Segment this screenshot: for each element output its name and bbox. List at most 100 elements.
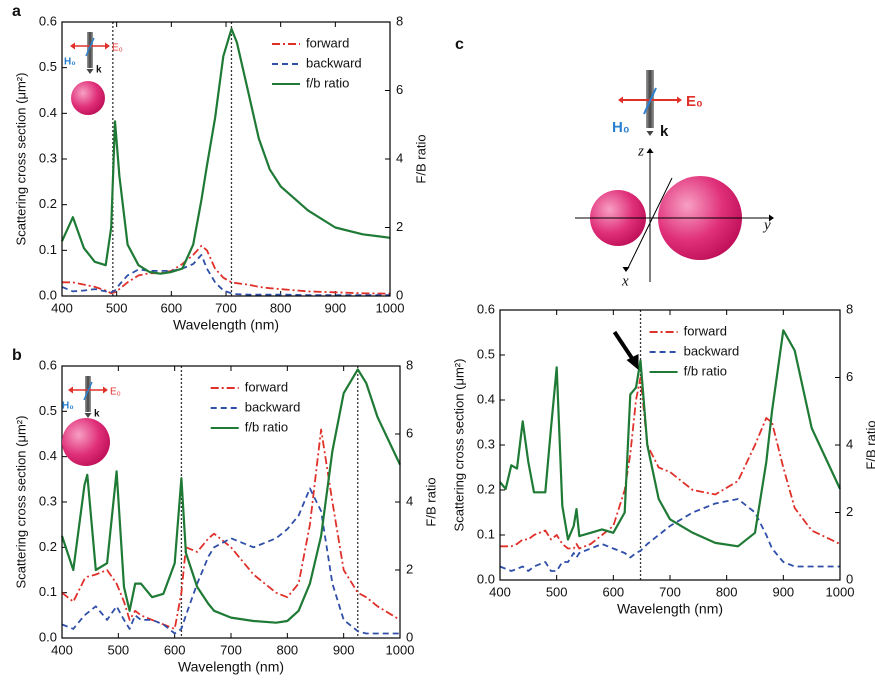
series-line [61, 428, 401, 630]
x-axis-label: Wavelength (nm) [178, 659, 284, 675]
y-tick-label: 0.2 [39, 196, 57, 211]
sphere [71, 81, 105, 115]
y-tick-label: 0.5 [477, 346, 495, 361]
e-label: E₀ [110, 387, 121, 398]
y2-tick-label: 6 [406, 425, 413, 440]
x-tick-label: 900 [772, 584, 794, 599]
h-label: H₀ [62, 401, 74, 412]
legend-label: forward [245, 379, 288, 394]
y-tick-label: 0.2 [39, 539, 57, 554]
x-axis-label: Wavelength (nm) [173, 317, 279, 333]
y-tick-label: 0.5 [39, 59, 57, 74]
y-tick-label: 0.1 [39, 242, 57, 257]
axis-arrowhead [622, 267, 630, 272]
y2-tick-label: 4 [846, 436, 853, 451]
panel-label: c [455, 36, 464, 53]
z-label: z [637, 143, 644, 159]
e-arrowhead [105, 42, 110, 50]
x-tick-label: 600 [602, 584, 624, 599]
y-axis-label: Scattering cross section (μm²) [13, 416, 28, 589]
x-tick-label: 500 [106, 300, 128, 315]
y-axis-label: Scattering cross section (μm²) [13, 73, 28, 246]
y-tick-label: 0.0 [477, 571, 495, 586]
legend-label: f/b ratio [245, 419, 288, 434]
x-tick-label: 900 [333, 642, 355, 657]
x-tick-label: 800 [270, 300, 292, 315]
y-tick-label: 0.0 [39, 287, 57, 302]
e-label: E₀ [112, 43, 123, 54]
x-axis [627, 177, 673, 269]
h-field-arrow [643, 87, 657, 115]
y2-tick-label: 2 [396, 219, 403, 234]
y-tick-label: 0.3 [39, 150, 57, 165]
y2-tick-label: 8 [846, 301, 853, 316]
y2-axis-label: F/B ratio [863, 420, 875, 469]
x-tick-label: 400 [51, 300, 73, 315]
plot-frame [61, 21, 391, 297]
x-tick-label: 600 [164, 642, 186, 657]
x-tick-label: 1000 [376, 300, 405, 315]
x-tick-label: 700 [220, 642, 242, 657]
y2-tick-label: 4 [396, 150, 403, 165]
h-label: H₀ [612, 119, 630, 136]
k-arrowhead [86, 69, 94, 74]
series-line [500, 376, 841, 550]
y2-axis-label: F/B ratio [413, 134, 428, 183]
x-tick-label: 600 [160, 300, 182, 315]
k-arrowhead [84, 413, 92, 418]
y-tick-label: 0.1 [477, 526, 495, 541]
x-tick-label: 800 [716, 584, 738, 599]
k-label: k [94, 409, 100, 420]
legend-label: backward [306, 55, 362, 70]
x-tick-label: 700 [215, 300, 237, 315]
x-tick-label: 900 [324, 300, 346, 315]
y-tick-label: 0.2 [477, 481, 495, 496]
series-line [62, 244, 391, 295]
y-tick-label: 0.4 [39, 448, 57, 463]
legend-label: f/b ratio [684, 363, 727, 378]
y2-axis-label: F/B ratio [423, 477, 438, 526]
y-tick-label: 0.6 [477, 301, 495, 316]
y2-tick-label: 6 [396, 82, 403, 97]
series-line [60, 27, 391, 275]
x-tick-label: 1000 [386, 642, 415, 657]
pointer-arrow [612, 330, 637, 364]
e-label: E₀ [686, 93, 703, 110]
legend-label: forward [306, 35, 349, 50]
k-vector [85, 376, 91, 412]
x-label: x [621, 273, 629, 289]
y-tick-label: 0.6 [39, 13, 57, 28]
x-tick-label: 1000 [826, 584, 855, 599]
legend-label: forward [684, 323, 727, 338]
y-tick-label: 0.3 [477, 436, 495, 451]
y-label: y [762, 217, 771, 233]
y2-tick-label: 6 [846, 369, 853, 384]
x-tick-label: 500 [546, 584, 568, 599]
plot-frame [499, 309, 841, 581]
series-line [499, 329, 841, 548]
y2-tick-label: 0 [846, 571, 853, 586]
x-tick-label: 500 [107, 642, 129, 657]
x-tick-label: 700 [659, 584, 681, 599]
legend-label: f/b ratio [306, 75, 349, 90]
y2-tick-label: 2 [846, 504, 853, 519]
series-line [61, 254, 390, 296]
k-label: k [96, 65, 102, 76]
x-tick-label: 800 [276, 642, 298, 657]
y-tick-label: 0.3 [39, 493, 57, 508]
y-tick-label: 0.4 [477, 391, 495, 406]
y-tick-label: 0.4 [39, 105, 57, 120]
e-arrowhead [68, 386, 73, 394]
sphere [62, 418, 110, 466]
y2-tick-label: 8 [406, 357, 413, 372]
e-arrowhead [618, 96, 623, 104]
e-arrowhead [677, 96, 682, 104]
pointer-arrowhead [626, 354, 639, 370]
y-axis-label: Scattering cross section (μm²) [451, 359, 466, 532]
y2-tick-label: 8 [396, 13, 403, 28]
y-tick-label: 0.0 [39, 629, 57, 644]
series-line [60, 368, 401, 624]
y2-tick-label: 2 [406, 561, 413, 576]
series-line [61, 487, 400, 635]
